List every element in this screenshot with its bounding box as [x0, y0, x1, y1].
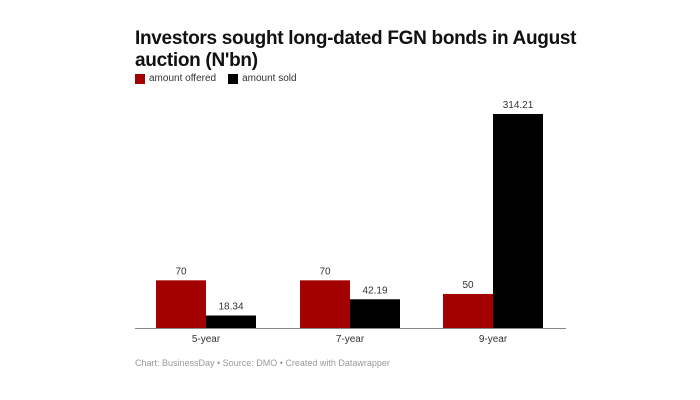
x-tick-label: 5-year [192, 334, 221, 345]
data-label: 42.19 [362, 285, 387, 296]
x-tick-label: 9-year [479, 334, 508, 345]
data-label: 70 [319, 266, 331, 277]
legend-item-offered: amount offered [135, 73, 216, 84]
data-label: 314.21 [503, 100, 534, 111]
legend-swatch [135, 73, 145, 84]
legend: amount offered amount sold [135, 73, 309, 84]
legend-swatch [228, 73, 239, 84]
footer-credit: Chart: BusinessDay • Source: DMO • Creat… [135, 358, 390, 368]
chart-title: Investors sought long-dated FGN bonds in… [135, 28, 577, 71]
bar [206, 315, 256, 328]
bar [350, 299, 400, 328]
legend-label: amount sold [242, 73, 297, 84]
data-label: 18.34 [218, 302, 243, 313]
legend-item-sold: amount sold [228, 73, 297, 84]
bar [156, 280, 206, 328]
bar [300, 280, 350, 328]
data-label: 50 [462, 280, 474, 291]
x-tick-label: 7-year [336, 334, 365, 345]
bar [443, 293, 493, 328]
bar [493, 114, 543, 328]
data-label: 70 [175, 266, 187, 277]
legend-label: amount offered [149, 73, 217, 84]
